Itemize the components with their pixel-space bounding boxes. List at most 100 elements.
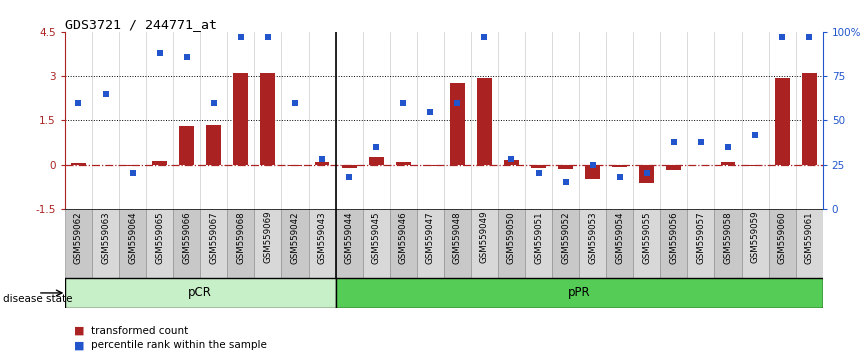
Bar <box>639 165 654 183</box>
Text: GSM559057: GSM559057 <box>696 211 706 264</box>
Point <box>207 100 221 105</box>
Bar <box>200 209 227 278</box>
Bar <box>92 209 119 278</box>
Text: GSM559044: GSM559044 <box>345 211 353 264</box>
Bar <box>741 209 768 278</box>
Bar <box>281 209 308 278</box>
Text: ■: ■ <box>74 326 84 336</box>
Text: GSM559049: GSM559049 <box>480 211 489 263</box>
Point <box>397 100 410 105</box>
Bar <box>585 165 600 179</box>
Bar <box>234 73 249 165</box>
Bar <box>126 165 140 166</box>
Bar <box>65 278 335 308</box>
Point <box>559 179 572 185</box>
Bar <box>525 209 553 278</box>
Text: GDS3721 / 244771_at: GDS3721 / 244771_at <box>65 18 217 31</box>
Text: GSM559046: GSM559046 <box>398 211 408 264</box>
Text: GSM559047: GSM559047 <box>426 211 435 264</box>
Text: GSM559061: GSM559061 <box>805 211 814 264</box>
Point <box>180 54 194 59</box>
Text: transformed count: transformed count <box>91 326 188 336</box>
Bar <box>342 165 357 167</box>
Point <box>640 171 654 176</box>
Bar <box>667 165 682 170</box>
Text: percentile rank within the sample: percentile rank within the sample <box>91 340 267 350</box>
Bar <box>796 209 823 278</box>
Bar <box>173 209 200 278</box>
Point <box>369 144 383 150</box>
Bar <box>531 165 546 168</box>
Bar <box>612 165 627 167</box>
Bar <box>477 78 492 165</box>
Bar <box>747 165 762 166</box>
Point <box>505 156 519 162</box>
Text: GSM559054: GSM559054 <box>615 211 624 264</box>
Point <box>667 139 681 144</box>
Bar <box>308 209 335 278</box>
Bar <box>152 161 167 165</box>
Text: GSM559067: GSM559067 <box>210 211 218 264</box>
Text: GSM559065: GSM559065 <box>155 211 165 264</box>
Point <box>72 100 86 105</box>
Text: GSM559050: GSM559050 <box>507 211 516 264</box>
Point <box>261 34 275 40</box>
Bar <box>579 209 606 278</box>
Point <box>315 156 329 162</box>
Text: pPR: pPR <box>568 286 591 299</box>
Point <box>613 174 627 180</box>
Point <box>694 139 708 144</box>
Point <box>423 109 437 114</box>
Text: GSM559062: GSM559062 <box>74 211 83 264</box>
Text: pCR: pCR <box>188 286 212 299</box>
Bar <box>768 209 796 278</box>
Bar <box>714 209 741 278</box>
Bar <box>450 84 465 165</box>
Point <box>288 100 302 105</box>
Bar <box>417 209 443 278</box>
Bar <box>261 73 275 165</box>
Point <box>532 171 546 176</box>
Text: GSM559053: GSM559053 <box>588 211 598 264</box>
Bar <box>688 209 714 278</box>
Text: ■: ■ <box>74 340 84 350</box>
Bar <box>335 209 363 278</box>
Point <box>99 91 113 97</box>
Text: disease state: disease state <box>3 294 72 304</box>
Bar <box>335 278 823 308</box>
Bar <box>390 209 417 278</box>
Point <box>477 34 491 40</box>
Bar <box>396 162 410 165</box>
Bar <box>369 157 384 165</box>
Bar <box>179 126 194 165</box>
Bar <box>314 162 329 165</box>
Bar <box>71 163 86 165</box>
Bar <box>443 209 471 278</box>
Text: GSM559051: GSM559051 <box>534 211 543 264</box>
Point <box>126 171 139 176</box>
Point <box>721 144 735 150</box>
Point <box>585 162 599 167</box>
Bar <box>553 209 579 278</box>
Bar <box>633 209 660 278</box>
Text: GSM559063: GSM559063 <box>101 211 110 264</box>
Bar <box>721 162 735 165</box>
Bar <box>363 209 390 278</box>
Bar <box>255 209 281 278</box>
Bar <box>146 209 173 278</box>
Bar <box>504 160 519 165</box>
Point <box>342 174 356 180</box>
Point <box>152 50 166 56</box>
Text: GSM559042: GSM559042 <box>290 211 300 264</box>
Point <box>450 100 464 105</box>
Bar <box>606 209 633 278</box>
Text: GSM559045: GSM559045 <box>372 211 381 264</box>
Text: GSM559060: GSM559060 <box>778 211 786 264</box>
Text: GSM559048: GSM559048 <box>453 211 462 264</box>
Bar <box>288 165 302 166</box>
Point <box>802 34 816 40</box>
Text: GSM559055: GSM559055 <box>643 211 651 264</box>
Bar <box>471 209 498 278</box>
Bar <box>775 78 790 165</box>
Point <box>234 34 248 40</box>
